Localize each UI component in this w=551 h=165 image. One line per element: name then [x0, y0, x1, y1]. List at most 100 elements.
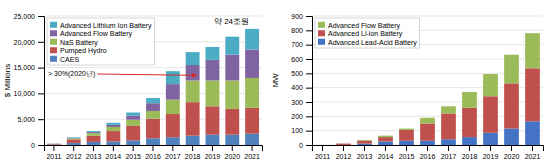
bar — [106, 125, 120, 127]
bar — [378, 141, 393, 145]
bar — [166, 137, 180, 145]
bar — [245, 134, 259, 145]
x-tick-mark — [93, 145, 94, 151]
x-tick-label: 2011 — [315, 153, 330, 160]
bar — [336, 145, 351, 146]
x-tick-mark — [385, 145, 386, 151]
y-tick-mark — [306, 102, 312, 103]
bar — [225, 55, 239, 81]
x-tick: 2016 — [420, 145, 436, 160]
bar — [206, 60, 220, 81]
x-tick-label: 2016 — [420, 153, 436, 160]
bar — [420, 124, 435, 141]
x-tick: 2017 — [441, 145, 457, 160]
bar — [67, 143, 81, 145]
bar — [146, 119, 160, 139]
x-tick-mark — [232, 145, 233, 151]
bar — [399, 141, 414, 145]
x-tick: 2015 — [399, 145, 415, 160]
x-tick-label: 2015 — [125, 153, 141, 160]
y-tick-label: 5,000 — [17, 116, 35, 123]
x-tick-mark — [322, 145, 323, 151]
series — [357, 33, 540, 141]
annotation: > 30%(2020년) — [48, 70, 95, 78]
grid — [312, 16, 543, 145]
figure: 05,00010,00015,00020,00025,0002011201220… — [0, 0, 551, 165]
bar — [47, 143, 61, 144]
x-tick-label: 2018 — [185, 153, 201, 160]
y-tick-mark — [38, 42, 44, 43]
bar — [206, 81, 220, 107]
y-tick-label: 400 — [291, 84, 303, 91]
x-tick-mark — [448, 145, 449, 151]
bar — [441, 113, 456, 139]
y-tick-label: 200 — [291, 113, 303, 120]
x-tick-mark — [252, 145, 253, 151]
legend-item: Advanced Flow Battery — [318, 22, 400, 30]
y-tick: 400 — [291, 84, 312, 91]
y-axis: 05,00010,00015,00020,00025,000 — [14, 13, 45, 149]
bar — [462, 137, 477, 145]
x-tick: 2015 — [125, 145, 141, 160]
y-tick-mark — [38, 145, 44, 146]
chart: 0100200300400500600700800900201120122013… — [291, 13, 543, 160]
y-tick: 20,000 — [14, 39, 44, 46]
bar — [166, 71, 180, 84]
x-tick-mark — [212, 145, 213, 151]
bar — [47, 143, 61, 144]
bar — [47, 144, 61, 145]
bar — [87, 133, 101, 136]
x-tick: 2017 — [165, 145, 181, 160]
legend-item: NaS Battery — [50, 39, 98, 47]
x-tick: 2018 — [462, 145, 478, 160]
bar — [315, 145, 330, 146]
annotation: 약 24조원 — [214, 17, 249, 26]
bar — [106, 131, 120, 141]
y-tick-mark — [306, 30, 312, 31]
x-axis: 2011201220132014201520162017201820192020… — [45, 145, 263, 160]
x-tick: 2016 — [145, 145, 161, 160]
bar — [166, 114, 180, 137]
legend-swatch — [318, 39, 325, 45]
x-tick: 2014 — [106, 145, 122, 160]
bar — [245, 78, 259, 108]
y-tick-mark — [306, 59, 312, 60]
x-tick-label: 2021 — [244, 153, 260, 160]
bar — [67, 137, 81, 139]
x-tick-mark — [73, 145, 74, 151]
bar — [483, 96, 498, 133]
y-tick-mark — [306, 145, 312, 146]
legend-item: Pumped Hydro — [50, 47, 107, 55]
y-axis-title: MW — [271, 73, 280, 88]
x-tick-label: 2016 — [145, 153, 161, 160]
x-tick-mark — [364, 145, 365, 151]
bar — [225, 135, 239, 145]
grid — [44, 16, 262, 145]
bar — [315, 145, 330, 146]
y-tick: 300 — [291, 99, 312, 106]
x-tick-mark — [490, 145, 491, 151]
x-tick: 2021 — [244, 145, 260, 160]
x-tick-label: 2014 — [106, 153, 122, 160]
y-tick: 100 — [291, 127, 312, 134]
legend-swatch — [50, 39, 57, 45]
x-tick-label: 2012 — [66, 153, 82, 160]
y-tick-mark — [306, 45, 312, 46]
legend-label: Advanced Flow Battery — [328, 22, 400, 30]
x-tick-label: 2017 — [441, 153, 457, 160]
x-tick-mark — [133, 145, 134, 151]
y-tick-label: 15,000 — [14, 64, 36, 71]
bar — [225, 109, 239, 135]
bar — [126, 140, 140, 145]
legend-item: Advanced Li-ion Battery — [318, 30, 403, 38]
legend-swatch — [50, 30, 57, 36]
bar — [206, 47, 220, 60]
bar — [315, 145, 330, 146]
x-tick: 2019 — [483, 145, 499, 160]
legend-swatch — [318, 30, 325, 36]
legend: Advanced Flow BatteryAdvanced Li-ion Bat… — [315, 18, 420, 48]
legend-label: Pumped Hydro — [60, 47, 107, 55]
bar — [166, 100, 180, 114]
bar — [525, 121, 540, 145]
bar — [245, 50, 259, 78]
